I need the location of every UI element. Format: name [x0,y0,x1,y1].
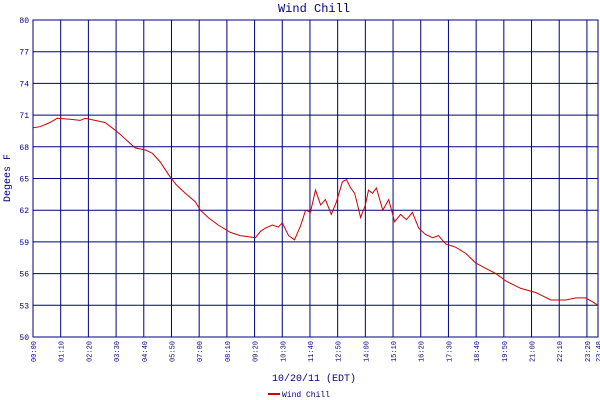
x-tick-label: 02:20 [86,341,94,362]
chart-title: Wind Chill [278,2,350,16]
y-tick-label: 80 [19,17,29,26]
y-tick-label: 77 [19,49,29,58]
x-tick-label: 01:10 [59,341,67,362]
y-tick-label: 71 [19,112,29,121]
x-tick-label: 08:10 [225,341,233,362]
x-tick-label: 14:00 [363,341,371,362]
x-tick-label: 19:50 [502,341,510,362]
y-tick-label: 68 [19,144,29,153]
x-tick-label: 18:40 [474,341,482,362]
x-tick-label: 10:30 [280,341,288,362]
x-axis-label: 10/20/11 (EDT) [272,373,356,385]
y-axis-label: Degees F [3,154,14,202]
x-tick-label: 11:40 [308,341,316,362]
x-tick-label: 17:30 [446,341,454,362]
x-tick-label: 00:00 [31,341,39,362]
y-tick-label: 50 [19,334,29,343]
x-tick-label: 23:48 [596,341,600,362]
x-tick-label: 07:00 [197,341,205,362]
y-tick-label: 74 [19,80,29,89]
y-tick-label: 59 [19,239,29,248]
x-tick-label: 12:50 [336,341,344,362]
x-tick-label: 23:20 [585,341,593,362]
x-tick-label: 16:20 [419,341,427,362]
y-tick-label: 56 [19,271,29,280]
x-tick-label: 21:00 [530,341,538,362]
y-tick-label: 53 [19,302,29,311]
x-tick-label: 03:30 [114,341,122,362]
x-tick-label: 22:10 [557,341,565,362]
y-tick-label: 65 [19,176,29,185]
data-line [32,117,599,306]
x-tick-label: 05:50 [169,341,177,362]
y-tick-label: 62 [19,207,29,216]
x-tick-label: 15:10 [391,341,399,362]
legend-label: Wind Chill [282,391,330,400]
x-tick-label: 04:40 [142,341,150,362]
x-tick-label: 09:20 [253,341,261,362]
